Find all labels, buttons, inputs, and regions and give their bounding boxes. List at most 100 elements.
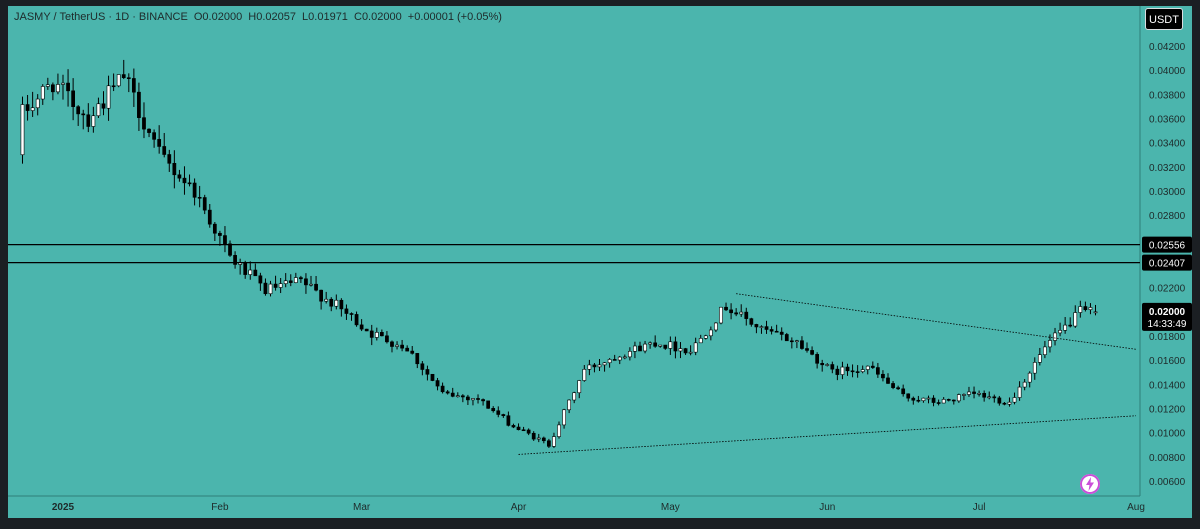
- candle-body: [223, 235, 227, 245]
- candle-body: [1063, 324, 1068, 331]
- candle-body: [273, 283, 278, 288]
- y-tick-label: 0.01200: [1149, 405, 1186, 416]
- candle-body: [835, 368, 840, 375]
- candle-body: [152, 132, 156, 140]
- candle-body: [116, 74, 121, 87]
- candle-body: [1002, 402, 1007, 405]
- change-value: +0.00001 (+0.05%): [407, 11, 502, 23]
- candle-body: [445, 391, 450, 394]
- candle-body: [212, 223, 217, 234]
- high-value: H0.02057: [248, 11, 296, 23]
- candle-body: [137, 91, 141, 118]
- candle-body: [40, 86, 45, 100]
- symbol-label[interactable]: JASMY / TetherUS · 1D · BINANCE: [14, 11, 188, 23]
- candle-body: [354, 314, 359, 326]
- currency-button[interactable]: USDT: [1145, 8, 1183, 30]
- candle-body: [906, 393, 911, 399]
- x-tick-label: Feb: [211, 502, 229, 513]
- candle-body: [440, 385, 445, 393]
- y-tick-label: 0.03600: [1149, 115, 1186, 126]
- candle-body: [309, 283, 313, 286]
- candle-body: [162, 146, 167, 155]
- candle-body: [789, 340, 794, 343]
- candle-body: [207, 209, 212, 225]
- candle-body: [708, 329, 713, 337]
- candle-body: [810, 350, 814, 355]
- candle-body: [131, 78, 136, 93]
- y-tick-label: 0.01400: [1149, 380, 1186, 391]
- candle-body: [263, 282, 268, 295]
- candle-body: [891, 383, 895, 388]
- candle-body: [425, 369, 430, 375]
- candle-body: [1032, 362, 1037, 374]
- candle-body: [142, 117, 146, 130]
- candle-body: [228, 243, 232, 256]
- candle-body: [81, 113, 86, 116]
- candle-body: [967, 391, 971, 395]
- candle-body: [248, 269, 253, 275]
- candle-body: [339, 299, 344, 310]
- candle-body: [430, 373, 435, 381]
- candle-body: [521, 429, 526, 432]
- candle-body: [698, 338, 703, 344]
- candle-body: [617, 356, 622, 361]
- candle-body: [643, 343, 647, 352]
- y-tick-label: 0.02200: [1149, 284, 1186, 295]
- level-price-tag: [1142, 254, 1192, 271]
- candle-body: [157, 139, 162, 147]
- candle-body: [30, 107, 35, 111]
- candle-body: [71, 90, 75, 107]
- candle-body: [946, 399, 951, 401]
- candle-body: [420, 363, 425, 370]
- candle-body: [91, 115, 96, 127]
- candle-body: [759, 326, 764, 328]
- candle-body: [481, 399, 485, 402]
- candle-body: [1073, 312, 1078, 327]
- candle-body: [870, 365, 875, 368]
- candle-body: [268, 283, 273, 295]
- candle-body: [374, 332, 379, 338]
- y-tick-label: 0.04000: [1149, 66, 1186, 77]
- candle-body: [577, 380, 582, 394]
- candle-body: [56, 84, 60, 93]
- candle-body: [729, 309, 733, 314]
- trendline[interactable]: [736, 293, 1137, 350]
- candle-body: [653, 342, 658, 347]
- y-tick-label: 0.03200: [1149, 163, 1186, 174]
- candle-body: [1058, 330, 1062, 334]
- candle-body: [288, 280, 293, 283]
- last-price-tag: [1142, 302, 1192, 331]
- candle-body: [278, 283, 283, 288]
- candle-body: [1012, 397, 1017, 403]
- candle-body: [627, 351, 632, 358]
- candle-body: [572, 392, 577, 401]
- candle-body: [293, 277, 298, 283]
- candle-body: [557, 424, 561, 437]
- candle-body: [633, 345, 637, 352]
- trendline[interactable]: [518, 415, 1137, 455]
- candle-body: [815, 354, 820, 364]
- candle-body: [1068, 324, 1073, 327]
- candle-body: [855, 371, 860, 373]
- candle-body: [1022, 381, 1027, 388]
- candle-body: [101, 103, 106, 109]
- candle-body: [764, 326, 769, 330]
- y-tick-label: 0.00600: [1149, 477, 1186, 488]
- plot-area[interactable]: [20, 59, 1137, 455]
- candle-body: [612, 359, 617, 361]
- candle-body: [1093, 311, 1098, 314]
- x-tick-label: Jul: [973, 502, 986, 513]
- candle-body: [66, 82, 70, 92]
- candle-body: [840, 366, 845, 375]
- candle-body: [531, 432, 536, 440]
- candle-body: [536, 437, 541, 440]
- candle-body: [369, 330, 374, 338]
- candle-body: [106, 85, 111, 109]
- candle-body: [1053, 332, 1057, 341]
- candle-body: [1027, 372, 1032, 383]
- candle-body: [486, 400, 491, 409]
- lightning-bolt-icon[interactable]: [1080, 474, 1100, 494]
- y-tick-label: 0.01800: [1149, 332, 1186, 343]
